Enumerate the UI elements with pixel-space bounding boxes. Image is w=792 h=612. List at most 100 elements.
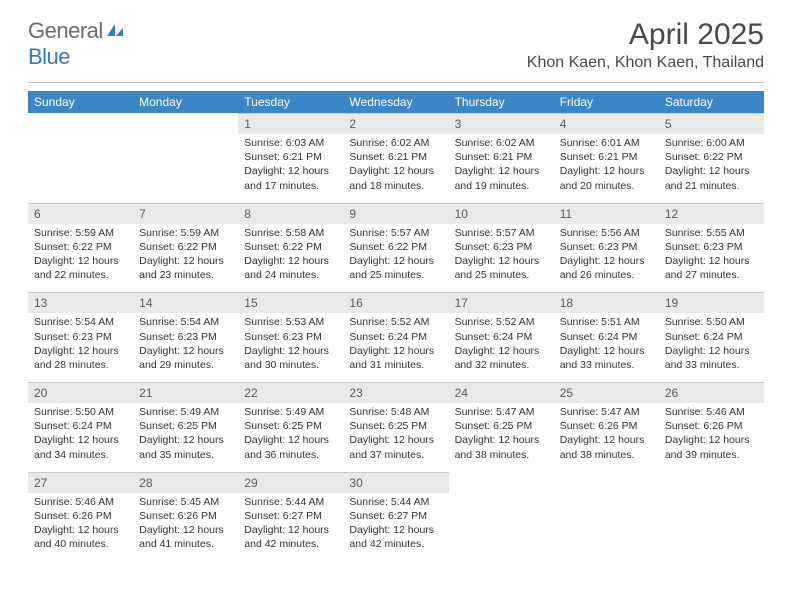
day-detail-row: Sunrise: 5:54 AMSunset: 6:23 PMDaylight:… [28,313,764,382]
day-number: 25 [554,383,659,404]
sail-icon [105,18,125,43]
day-detail: Sunrise: 5:45 AMSunset: 6:26 PMDaylight:… [133,493,238,562]
day-number: 3 [449,114,554,135]
day-detail: Sunrise: 5:49 AMSunset: 6:25 PMDaylight:… [133,403,238,472]
day-number: 16 [343,293,448,314]
day-detail: Sunrise: 5:47 AMSunset: 6:25 PMDaylight:… [449,403,554,472]
day-detail: Sunrise: 5:55 AMSunset: 6:23 PMDaylight:… [659,224,764,293]
day-number: 22 [238,383,343,404]
day-header: Tuesday [238,91,343,114]
day-detail: Sunrise: 6:02 AMSunset: 6:21 PMDaylight:… [449,134,554,203]
day-number: 1 [238,114,343,135]
day-number: 5 [659,114,764,135]
day-detail [554,493,659,562]
day-number [133,114,238,135]
day-number-row: 6789101112 [28,203,764,224]
day-header: Wednesday [343,91,448,114]
day-detail: Sunrise: 5:52 AMSunset: 6:24 PMDaylight:… [449,313,554,382]
day-number: 14 [133,293,238,314]
logo-text: General Blue [28,18,125,70]
day-detail: Sunrise: 5:58 AMSunset: 6:22 PMDaylight:… [238,224,343,293]
day-detail-row: Sunrise: 5:50 AMSunset: 6:24 PMDaylight:… [28,403,764,472]
day-header: Monday [133,91,238,114]
day-detail: Sunrise: 5:48 AMSunset: 6:25 PMDaylight:… [343,403,448,472]
day-number-row: 20212223242526 [28,383,764,404]
day-detail: Sunrise: 5:57 AMSunset: 6:22 PMDaylight:… [343,224,448,293]
day-number: 6 [28,203,133,224]
day-number: 20 [28,383,133,404]
day-detail: Sunrise: 6:03 AMSunset: 6:21 PMDaylight:… [238,134,343,203]
day-detail: Sunrise: 5:54 AMSunset: 6:23 PMDaylight:… [133,313,238,382]
day-number [28,114,133,135]
day-detail: Sunrise: 5:59 AMSunset: 6:22 PMDaylight:… [28,224,133,293]
day-number: 18 [554,293,659,314]
calendar-table: SundayMondayTuesdayWednesdayThursdayFrid… [28,91,764,561]
header: General Blue April 2025 Khon Kaen, Khon … [0,0,792,76]
day-number: 8 [238,203,343,224]
logo: General Blue [28,18,125,70]
day-detail: Sunrise: 5:44 AMSunset: 6:27 PMDaylight:… [343,493,448,562]
day-number: 26 [659,383,764,404]
day-number: 29 [238,472,343,493]
day-number: 12 [659,203,764,224]
logo-word1: General [28,18,103,43]
divider [28,82,764,83]
day-detail: Sunrise: 5:50 AMSunset: 6:24 PMDaylight:… [659,313,764,382]
day-detail [28,134,133,203]
day-detail: Sunrise: 5:59 AMSunset: 6:22 PMDaylight:… [133,224,238,293]
day-number: 17 [449,293,554,314]
day-detail: Sunrise: 5:49 AMSunset: 6:25 PMDaylight:… [238,403,343,472]
day-number: 28 [133,472,238,493]
day-detail: Sunrise: 5:51 AMSunset: 6:24 PMDaylight:… [554,313,659,382]
day-number [449,472,554,493]
day-detail: Sunrise: 6:02 AMSunset: 6:21 PMDaylight:… [343,134,448,203]
day-detail [449,493,554,562]
title-block: April 2025 Khon Kaen, Khon Kaen, Thailan… [527,18,764,72]
day-detail [133,134,238,203]
day-detail-row: Sunrise: 5:59 AMSunset: 6:22 PMDaylight:… [28,224,764,293]
day-header: Friday [554,91,659,114]
calendar-body: 12345Sunrise: 6:03 AMSunset: 6:21 PMDayl… [28,114,764,562]
day-header-row: SundayMondayTuesdayWednesdayThursdayFrid… [28,91,764,114]
day-number: 30 [343,472,448,493]
day-number: 21 [133,383,238,404]
day-number-row: 27282930 [28,472,764,493]
day-number: 11 [554,203,659,224]
day-number [659,472,764,493]
day-detail [659,493,764,562]
day-number: 15 [238,293,343,314]
day-number: 23 [343,383,448,404]
day-detail: Sunrise: 5:47 AMSunset: 6:26 PMDaylight:… [554,403,659,472]
day-number: 9 [343,203,448,224]
day-number: 10 [449,203,554,224]
day-detail: Sunrise: 5:54 AMSunset: 6:23 PMDaylight:… [28,313,133,382]
day-detail: Sunrise: 5:56 AMSunset: 6:23 PMDaylight:… [554,224,659,293]
day-detail: Sunrise: 5:46 AMSunset: 6:26 PMDaylight:… [659,403,764,472]
day-detail: Sunrise: 5:44 AMSunset: 6:27 PMDaylight:… [238,493,343,562]
day-header: Saturday [659,91,764,114]
location-text: Khon Kaen, Khon Kaen, Thailand [527,54,764,72]
day-number: 7 [133,203,238,224]
day-number: 19 [659,293,764,314]
day-detail-row: Sunrise: 5:46 AMSunset: 6:26 PMDaylight:… [28,493,764,562]
day-number-row: 12345 [28,114,764,135]
day-header: Thursday [449,91,554,114]
logo-word2: Blue [28,44,70,69]
day-detail-row: Sunrise: 6:03 AMSunset: 6:21 PMDaylight:… [28,134,764,203]
day-detail: Sunrise: 5:57 AMSunset: 6:23 PMDaylight:… [449,224,554,293]
day-number: 27 [28,472,133,493]
page-title: April 2025 [527,18,764,52]
day-detail: Sunrise: 5:53 AMSunset: 6:23 PMDaylight:… [238,313,343,382]
day-number: 24 [449,383,554,404]
day-number: 4 [554,114,659,135]
day-detail: Sunrise: 6:01 AMSunset: 6:21 PMDaylight:… [554,134,659,203]
day-detail: Sunrise: 5:50 AMSunset: 6:24 PMDaylight:… [28,403,133,472]
day-header: Sunday [28,91,133,114]
day-number [554,472,659,493]
day-number: 13 [28,293,133,314]
day-detail: Sunrise: 5:46 AMSunset: 6:26 PMDaylight:… [28,493,133,562]
day-number-row: 13141516171819 [28,293,764,314]
day-detail: Sunrise: 5:52 AMSunset: 6:24 PMDaylight:… [343,313,448,382]
day-detail: Sunrise: 6:00 AMSunset: 6:22 PMDaylight:… [659,134,764,203]
day-number: 2 [343,114,448,135]
